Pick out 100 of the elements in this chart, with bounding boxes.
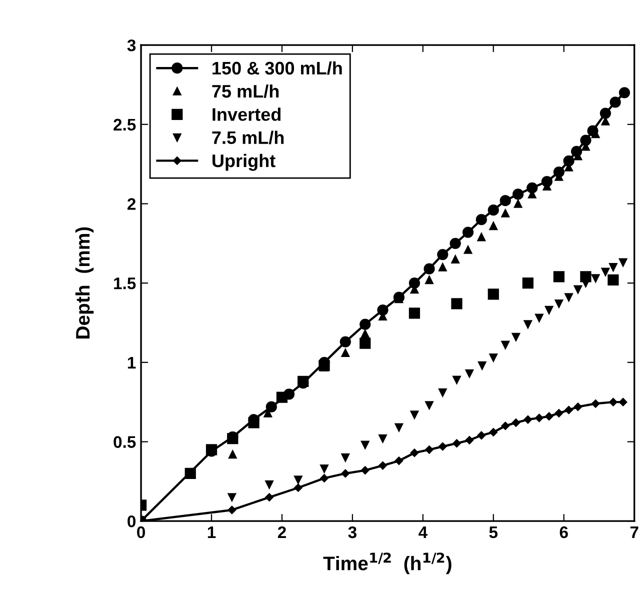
point [609, 398, 618, 406]
y-axis-title: Depth (mm) [75, 227, 94, 338]
point [452, 439, 461, 448]
x-tick-label: 3 [348, 526, 356, 538]
point [294, 484, 302, 492]
point [501, 209, 510, 218]
point [462, 226, 474, 238]
point [501, 340, 510, 350]
point [265, 493, 274, 502]
y-tick-label: 0.5 [114, 436, 136, 448]
point [489, 222, 498, 230]
point [591, 400, 600, 408]
point [360, 440, 370, 450]
point [554, 300, 564, 308]
y-tick-label: 3 [127, 39, 136, 52]
point [512, 188, 524, 200]
point [535, 314, 544, 322]
point [514, 200, 522, 208]
point [488, 288, 499, 300]
point [276, 392, 288, 403]
point [360, 318, 371, 330]
legend-label: Upright [212, 154, 276, 171]
legend-label: 7.5 mL/h [212, 130, 284, 144]
point [425, 401, 434, 410]
point [341, 348, 350, 358]
point [574, 402, 582, 411]
point [618, 87, 630, 98]
point [574, 285, 582, 294]
point [451, 255, 460, 264]
point [438, 263, 447, 272]
point [553, 271, 564, 282]
y-tick-label: 2.5 [114, 118, 136, 131]
point [524, 415, 532, 424]
x-tick-label: 1 [208, 526, 216, 538]
point [535, 414, 544, 422]
point [500, 195, 511, 206]
point [294, 476, 302, 484]
point [476, 214, 487, 226]
point [563, 155, 574, 166]
point [512, 332, 520, 342]
legend-label: Inverted [212, 108, 280, 121]
point [341, 453, 350, 462]
point [320, 464, 328, 473]
point [600, 108, 611, 119]
point [489, 428, 498, 436]
point [465, 369, 474, 378]
point [452, 376, 461, 384]
point [524, 320, 532, 328]
point [228, 450, 237, 459]
point [424, 263, 435, 274]
x-tick-label: 2 [278, 526, 286, 538]
y-tick-label: 2 [127, 198, 136, 210]
point [488, 204, 499, 216]
point [608, 274, 619, 286]
y-tick-label: 1.5 [114, 278, 136, 290]
point [425, 446, 434, 454]
point [360, 330, 370, 338]
point [408, 308, 420, 319]
point [408, 278, 420, 289]
x-tick-label: 0 [137, 526, 145, 538]
point [609, 263, 618, 272]
point [437, 248, 448, 260]
point [465, 436, 474, 444]
point [564, 406, 573, 414]
point [184, 468, 196, 480]
point [248, 417, 260, 428]
point [580, 134, 592, 146]
x-tick-label: 7 [630, 526, 638, 538]
point [554, 409, 564, 418]
point [526, 182, 538, 194]
point [477, 232, 486, 242]
point [512, 418, 520, 427]
x-tick-label: 6 [560, 526, 568, 538]
y-tick-label: 0 [128, 515, 136, 528]
point [451, 298, 462, 310]
point [410, 410, 419, 419]
point [394, 456, 404, 465]
point [477, 431, 486, 440]
x-axis-title: Time$^{1/2}$ (h$^{1/2}$) [323, 552, 452, 574]
point [610, 96, 621, 108]
legend-label: 75 mL/h [212, 84, 279, 98]
point [320, 474, 328, 482]
point [378, 434, 387, 443]
point [544, 412, 554, 420]
point [360, 338, 371, 349]
point [591, 274, 600, 282]
point [341, 469, 350, 478]
point [340, 336, 351, 348]
point [228, 493, 236, 502]
point [394, 423, 404, 432]
legend-label: 150 & 300 mL/h [212, 61, 342, 75]
point [501, 422, 510, 430]
point [618, 398, 628, 406]
point [601, 268, 610, 276]
x-tick-label: 5 [489, 526, 498, 538]
x-tick-label: 4 [418, 526, 428, 538]
point [378, 461, 387, 470]
point [564, 293, 573, 302]
point [438, 442, 447, 451]
point [228, 506, 236, 514]
